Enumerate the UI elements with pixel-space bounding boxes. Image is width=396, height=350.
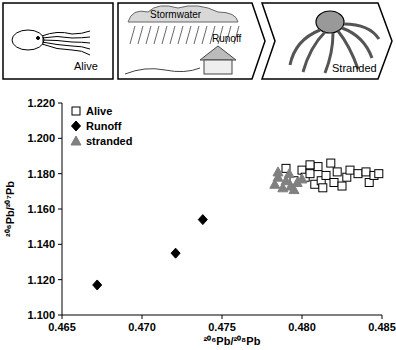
point: [354, 170, 362, 178]
point: [314, 163, 322, 171]
octopus-arm: [342, 28, 372, 58]
x-tick-label: 0.480: [288, 321, 316, 333]
octopus-icon: [290, 11, 379, 73]
y-tick-label: 1.100: [27, 309, 55, 321]
figure: AliveStormwaterRunoffStranded0.4650.4700…: [0, 0, 396, 350]
house-roof: [200, 46, 236, 60]
point: [198, 215, 207, 225]
octopus-arm: [42, 44, 90, 55]
panel-box: [3, 3, 113, 79]
legend-marker: [72, 107, 80, 115]
x-tick-label: 0.485: [368, 321, 396, 333]
point: [93, 280, 102, 290]
legend-label: Alive: [86, 105, 112, 117]
octopus-arm: [42, 37, 90, 39]
octopus-head: [12, 30, 44, 50]
x-tick-label: 0.475: [208, 321, 236, 333]
series: [270, 167, 307, 194]
panel-box: [118, 3, 265, 79]
x-tick: [302, 315, 303, 319]
x-axis-title: ²⁰⁶Pb/²⁰⁸Pb: [204, 335, 261, 347]
octopus-arm: [42, 40, 90, 43]
octopus-arm: [344, 24, 379, 39]
rain: [170, 26, 175, 44]
y-tick: [58, 244, 62, 245]
y-tick: [58, 173, 62, 174]
point: [284, 169, 294, 178]
y-tick-label: 1.200: [27, 132, 55, 144]
runoff-stream: [125, 68, 200, 74]
x-tick: [62, 315, 63, 319]
point: [327, 159, 335, 167]
legend: Alive Runoff stranded: [71, 105, 132, 147]
rain: [162, 26, 167, 44]
rain: [130, 26, 135, 44]
octopus-arm: [303, 32, 325, 72]
x-tick-label: 0.465: [48, 321, 76, 333]
y-tick: [58, 138, 62, 139]
point: [346, 166, 354, 174]
rain: [146, 26, 151, 44]
x-tick: [382, 315, 383, 319]
panel-label: Runoff: [212, 33, 242, 44]
octopus-arm: [42, 31, 90, 36]
octopus-arm: [42, 42, 90, 49]
y-axis-title: ²⁰⁶Pb/²⁰⁷Pb: [4, 181, 16, 237]
x-tick: [142, 315, 143, 319]
rain: [186, 26, 191, 44]
rain: [202, 26, 207, 44]
octopus-head: [316, 11, 344, 33]
point: [319, 184, 327, 192]
y-tick-label: 1.120: [27, 274, 55, 286]
x-tick-label: 0.470: [128, 321, 156, 333]
panel-label: Stormwater: [150, 9, 202, 20]
point: [297, 174, 307, 183]
y-tick: [58, 103, 62, 104]
point: [273, 167, 283, 176]
y-tick: [58, 315, 62, 316]
point: [306, 161, 314, 169]
point: [330, 179, 338, 187]
series: [93, 215, 208, 290]
point: [171, 248, 180, 258]
y-tick-label: 1.160: [27, 203, 55, 215]
rain: [138, 26, 143, 44]
y-tick-label: 1.180: [27, 168, 55, 180]
illustration: Alive Stormwater Runoff Stranded: [3, 3, 392, 79]
point: [286, 181, 296, 190]
octopus-arm: [290, 30, 320, 65]
x-tick: [222, 315, 223, 319]
legend-label: Runoff: [86, 120, 122, 132]
axes: 0.465 0.470 0.475 0.480 0.485 1.100 1.120 1.140…: [27, 97, 395, 333]
point: [338, 182, 346, 190]
legend-marker: [72, 121, 81, 131]
legend-label: stranded: [86, 135, 132, 147]
point: [306, 170, 314, 178]
cloud: [128, 6, 238, 22]
legend-marker: [71, 136, 81, 145]
point: [362, 168, 370, 176]
panel-box: [262, 3, 392, 79]
panel-label: Stranded: [332, 62, 377, 74]
panel-label: Alive: [74, 60, 98, 72]
octopus-icon: [12, 30, 90, 55]
y-tick-label: 1.220: [27, 97, 55, 109]
point: [322, 171, 330, 179]
rain: [154, 26, 159, 44]
point: [333, 168, 341, 176]
point: [375, 170, 383, 178]
house-wall: [204, 60, 232, 74]
series: [282, 159, 383, 192]
y-tick-label: 1.140: [27, 238, 55, 250]
rain: [178, 26, 183, 44]
y-tick: [58, 209, 62, 210]
octopus-eye: [37, 37, 40, 40]
rain: [194, 26, 199, 44]
y-tick: [58, 279, 62, 280]
marks: [93, 159, 383, 290]
